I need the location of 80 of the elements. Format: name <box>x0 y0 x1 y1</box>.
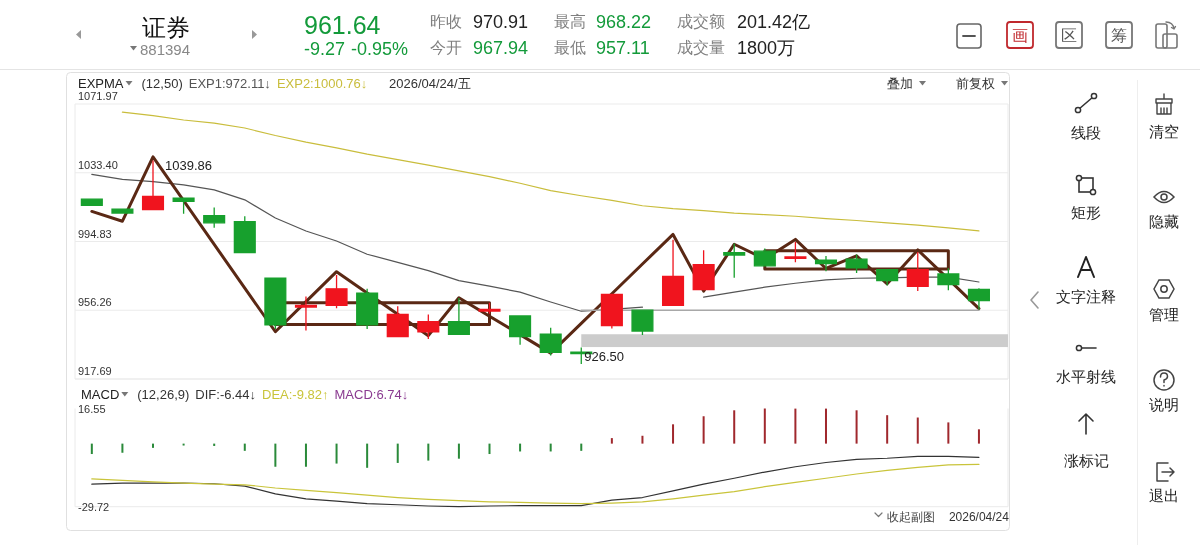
text: 筹 <box>1111 27 1127 44</box>
y-tick-label: 994.83 <box>78 227 112 240</box>
chart-subtitle: (12,26,9) <box>137 387 190 402</box>
bar <box>886 415 889 444</box>
text: EXP1:972.11↓ <box>188 76 271 91</box>
y-tick-label: 16.55 <box>78 402 106 415</box>
text: 970.91 <box>473 11 529 32</box>
bar <box>733 410 736 444</box>
text: 最高 <box>554 13 586 30</box>
text: 画 <box>1012 27 1028 44</box>
bar <box>457 443 460 459</box>
text: DIF:-6.44↓ <box>195 387 257 402</box>
text: 叠加 <box>887 76 913 91</box>
text: DEA:-9.82↑ <box>262 387 329 402</box>
text: 区 <box>1061 27 1077 44</box>
bar <box>702 416 705 444</box>
text: 成交量 <box>677 39 725 56</box>
text: -9.27 <box>304 38 346 59</box>
text: 今开 <box>430 39 462 56</box>
bar <box>855 410 858 444</box>
bar <box>396 443 399 463</box>
annotation: 926.50 <box>584 349 625 365</box>
y-tick-label: 1071.97 <box>78 90 118 102</box>
chart-title: EXPMA <box>78 76 124 91</box>
text: 1800万 <box>737 37 796 58</box>
text: 证券 <box>142 14 190 41</box>
text: 968.22 <box>596 11 652 32</box>
line-series <box>91 463 980 505</box>
text: 涨标记 <box>1063 451 1109 469</box>
bar <box>824 408 827 444</box>
text: 961.64 <box>304 10 381 39</box>
text: 2026/04/24/五 <box>389 76 471 91</box>
bar <box>243 443 246 451</box>
annotation: 1039.86 <box>165 158 212 174</box>
text: 线段 <box>1071 123 1101 141</box>
chart-subtitle: (12,50) <box>141 76 183 91</box>
bar <box>366 443 369 468</box>
y-tick-label: 1033.40 <box>78 158 118 171</box>
bar <box>641 435 644 444</box>
text: 成交额 <box>677 13 725 30</box>
text: MACD:6.74↓ <box>334 387 409 402</box>
text: 201.42亿 <box>737 11 811 32</box>
bar <box>152 443 154 448</box>
y-tick-label: -29.72 <box>78 500 110 513</box>
bar <box>488 443 491 455</box>
text: 说明 <box>1149 395 1179 413</box>
bar <box>90 443 93 455</box>
text: 水平射线 <box>1056 367 1116 385</box>
text: 清空 <box>1149 122 1179 140</box>
bar <box>947 422 950 444</box>
text: 昨收 <box>430 13 462 30</box>
bar <box>672 424 675 444</box>
bar <box>335 443 338 464</box>
bar <box>274 443 277 467</box>
text: -0.95% <box>351 38 409 59</box>
bar <box>916 417 919 444</box>
y-tick-label: 956.26 <box>78 296 112 309</box>
text: 收起副图 <box>887 510 935 524</box>
x-tick-label: 2026/04/24 <box>948 509 1010 524</box>
bar <box>977 429 980 444</box>
bar <box>304 443 307 467</box>
bar <box>794 408 797 444</box>
text: 退出 <box>1149 486 1179 504</box>
text: 最低 <box>554 39 586 56</box>
text: 隐藏 <box>1149 212 1179 230</box>
text: 文字注释 <box>1056 287 1116 305</box>
text: 881394 <box>140 41 191 58</box>
y-tick-label: 917.69 <box>78 365 112 377</box>
text: 管理 <box>1149 305 1179 323</box>
bar <box>610 438 613 444</box>
text: 前复权 <box>956 76 995 91</box>
bar <box>121 443 124 453</box>
text: EXP2:1000.76↓ <box>276 76 368 91</box>
bar <box>763 408 766 444</box>
text: 矩形 <box>1071 203 1101 221</box>
bar <box>427 443 430 461</box>
chart-title: MACD <box>81 387 120 402</box>
text: 957.11 <box>596 37 650 58</box>
text: 967.94 <box>473 37 529 58</box>
bar <box>580 443 583 451</box>
